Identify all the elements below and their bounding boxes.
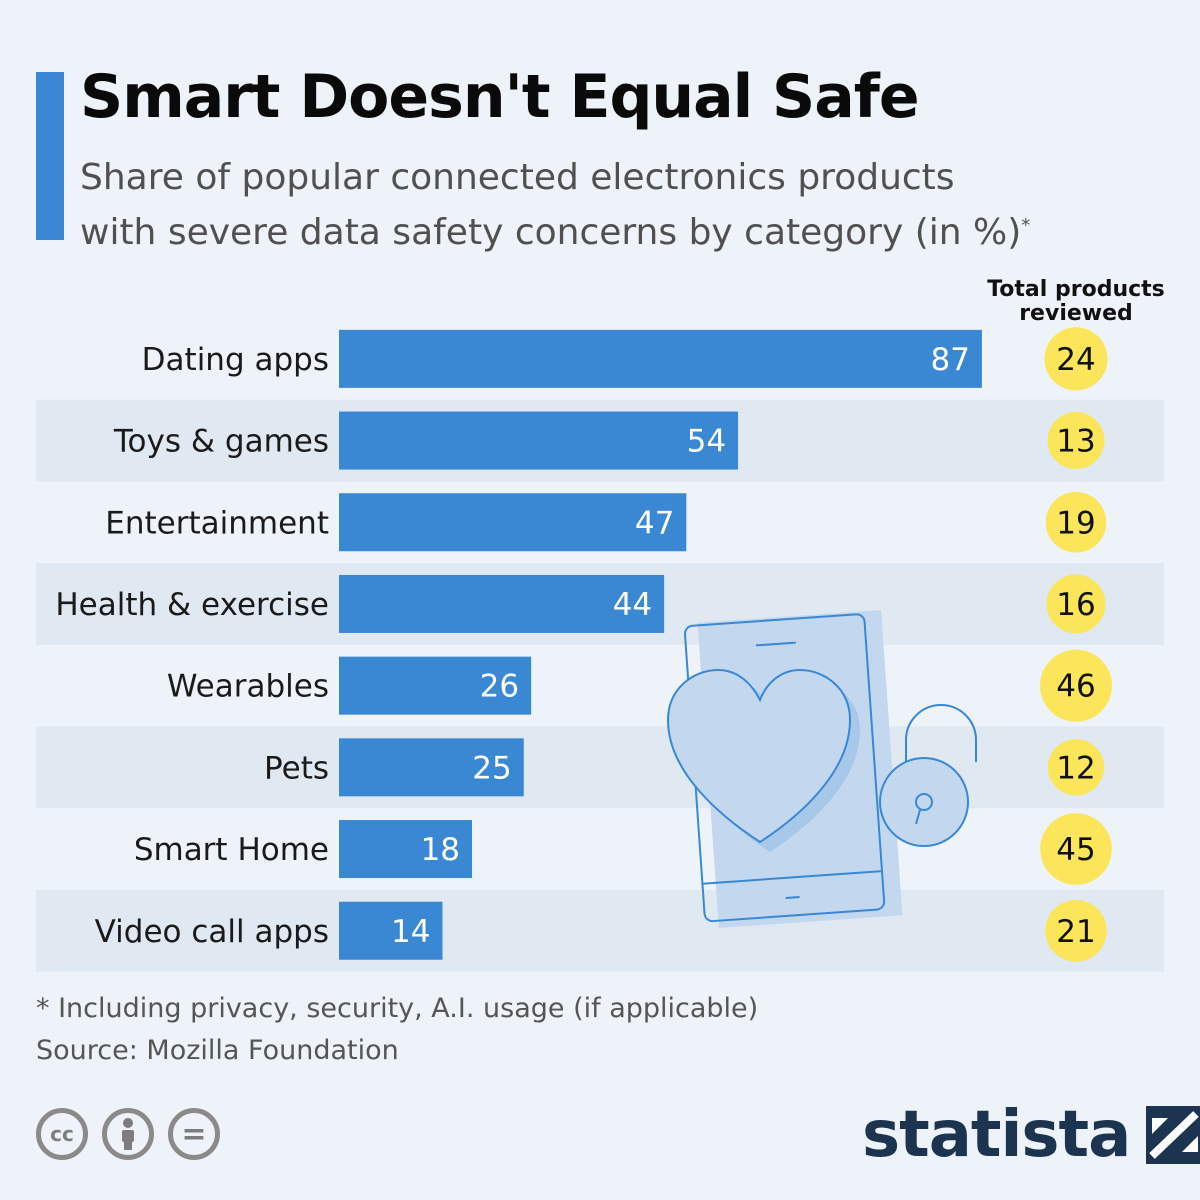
total-products-value: 19 <box>1056 505 1095 541</box>
row-stripe <box>36 726 1164 809</box>
no-derivatives-label: = <box>181 1116 207 1152</box>
total-bubble <box>1044 327 1108 391</box>
chart-title: Smart Doesn't Equal Safe <box>80 62 920 132</box>
category-label: Health & exercise <box>55 587 329 623</box>
statista-logo[interactable]: statista <box>862 1098 1200 1172</box>
total-products-value: 12 <box>1056 750 1095 786</box>
category-label: Toys & games <box>113 424 329 460</box>
bars: Dating apps 87 Toys & games 54 Entertainment… <box>55 329 982 960</box>
bar-value-label: 14 <box>391 914 430 950</box>
phone-heart-padlock-illustration <box>666 609 977 929</box>
total-bubble <box>1045 491 1107 553</box>
bar <box>339 411 739 470</box>
statista-logo-icon <box>1146 1106 1200 1164</box>
bar-value-label: 18 <box>421 832 460 868</box>
person-glyph <box>122 1118 134 1150</box>
row-stripe <box>36 889 1164 972</box>
total-bubble <box>1047 412 1105 470</box>
bar-chart: Dating apps 87 Toys & games 54 Entertainment… <box>36 327 1164 972</box>
total-bubble <box>1045 899 1107 962</box>
subtitle-line-2: with severe data safety concerns by cate… <box>80 212 1022 253</box>
total-products-value: 21 <box>1056 914 1095 950</box>
footnote-source: Source: Mozilla Foundation <box>36 1035 399 1066</box>
attribution-person-icon[interactable] <box>102 1108 154 1160</box>
bar-value-label: 54 <box>687 424 726 460</box>
total-products-value: 45 <box>1056 832 1095 868</box>
bar <box>339 574 665 633</box>
footnote: * Including privacy, security, A.I. usag… <box>36 988 758 1072</box>
creative-commons-label: cc <box>50 1122 74 1146</box>
total-bubble <box>1040 813 1112 885</box>
bar <box>339 493 687 552</box>
logo-text: statista <box>862 1098 1131 1172</box>
total-products-header-line-2: reviewed <box>1019 301 1133 326</box>
bar <box>339 738 524 797</box>
total-products-value: 16 <box>1056 587 1095 623</box>
total-products-header: Total products reviewed <box>980 278 1172 326</box>
footnote-note: * Including privacy, security, A.I. usag… <box>36 993 759 1024</box>
bar-value-label: 25 <box>472 750 511 786</box>
title-accent-bar <box>36 72 64 240</box>
license-icons: cc = <box>36 1108 220 1160</box>
total-products-value: 13 <box>1056 424 1095 460</box>
total-products-value: 24 <box>1056 342 1095 378</box>
padlock-icon <box>879 704 977 847</box>
bar-value-label: 26 <box>480 669 519 705</box>
total-bubble <box>1040 649 1112 722</box>
total-products-bubbles: 24 13 19 16 46 12 45 21 <box>1040 327 1112 962</box>
bar-value-label: 47 <box>635 505 674 541</box>
category-label: Wearables <box>167 669 329 705</box>
bar-value-label: 44 <box>613 587 652 623</box>
footnote-mark: * <box>1021 215 1031 236</box>
category-label: Video call apps <box>95 914 329 950</box>
chart-subtitle: Share of popular connected electronics p… <box>80 154 1080 257</box>
no-derivatives-icon[interactable]: = <box>168 1108 220 1160</box>
bar <box>339 820 473 879</box>
creative-commons-icon[interactable]: cc <box>36 1108 88 1160</box>
bar <box>339 901 443 960</box>
total-products-value: 46 <box>1056 669 1095 705</box>
total-bubble <box>1046 574 1106 634</box>
total-products-header-line-1: Total products <box>987 277 1165 302</box>
subtitle-line-1: Share of popular connected electronics p… <box>80 157 955 198</box>
category-label: Pets <box>264 750 329 786</box>
bar-value-label: 87 <box>930 342 969 378</box>
category-label: Entertainment <box>105 505 329 541</box>
category-label: Smart Home <box>134 832 329 868</box>
bar <box>339 656 532 715</box>
heart-icon <box>666 668 860 852</box>
bar <box>339 329 982 388</box>
category-label: Dating apps <box>142 342 329 378</box>
total-bubble <box>1047 739 1105 796</box>
